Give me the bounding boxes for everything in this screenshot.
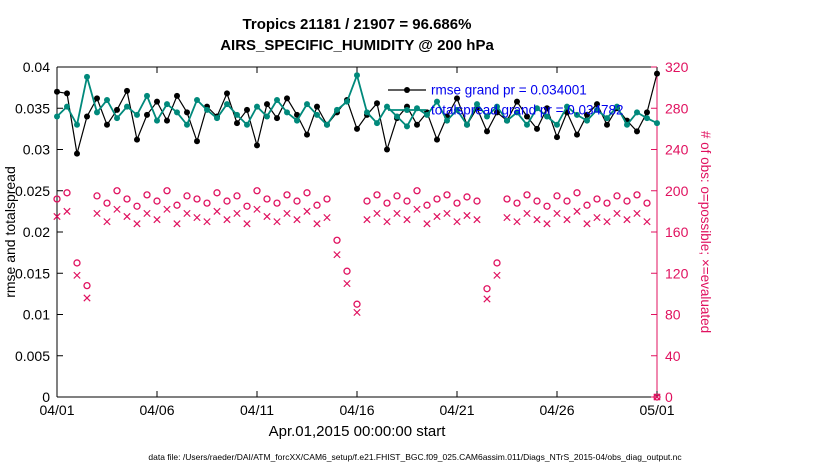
svg-text:04/11: 04/11 — [240, 402, 274, 418]
legend: rmse grand pr = 0.034001 totalspread gran… — [388, 83, 624, 118]
svg-text:80: 80 — [665, 307, 681, 323]
svg-text:240: 240 — [665, 142, 689, 158]
svg-text:04/06: 04/06 — [139, 402, 174, 418]
svg-text:280: 280 — [665, 100, 689, 116]
obs_evaluated-markers — [53, 205, 661, 401]
svg-text:rmse grand pr = 0.034001: rmse grand pr = 0.034001 — [431, 83, 587, 98]
svg-text:0.025: 0.025 — [15, 183, 50, 199]
svg-text:0.04: 0.04 — [23, 59, 50, 75]
svg-text:0.03: 0.03 — [23, 142, 50, 158]
svg-text:0.015: 0.015 — [15, 265, 50, 281]
y-right-axis-title: # of obs: o=possible; ×=evaluated — [698, 131, 713, 333]
svg-text:04/01: 04/01 — [39, 402, 74, 418]
svg-text:0.02: 0.02 — [23, 224, 50, 240]
svg-text:totalspread grand pr = 0.03478: totalspread grand pr = 0.034782 — [431, 103, 624, 118]
figure-title: Tropics 21181 / 21907 = 96.686% — [242, 16, 472, 33]
svg-text:05/01: 05/01 — [639, 402, 674, 418]
svg-text:320: 320 — [665, 59, 689, 75]
svg-text:0: 0 — [665, 389, 673, 405]
figure-subtitle: AIRS_SPECIFIC_HUMIDITY @ 200 hPa — [220, 37, 494, 54]
y-left-axis-title: rmse and totalspread — [2, 166, 18, 298]
totalspread-series — [54, 72, 660, 130]
svg-text:04/21: 04/21 — [439, 402, 474, 418]
svg-text:40: 40 — [665, 348, 681, 364]
data-file-path: data file: /Users/raeder/DAI/ATM_forcXX/… — [148, 452, 682, 462]
svg-text:0: 0 — [42, 389, 50, 405]
svg-text:0.005: 0.005 — [15, 348, 50, 364]
x-axis: 04/01 04/06 04/11 04/16 04/21 04/26 05/01 — [39, 67, 675, 418]
svg-text:0.01: 0.01 — [23, 307, 50, 323]
svg-text:0.035: 0.035 — [15, 100, 50, 116]
y-axis-right: 0 40 80 120 160 200 240 280 320 — [651, 59, 689, 405]
svg-text:160: 160 — [665, 224, 689, 240]
svg-text:200: 200 — [665, 183, 689, 199]
svg-text:04/16: 04/16 — [339, 402, 374, 418]
svg-text:04/26: 04/26 — [539, 402, 574, 418]
svg-text:120: 120 — [665, 265, 689, 281]
y-axis-left: 0 0.005 0.01 0.015 0.02 0.025 0.03 0.035 0.04 — [15, 59, 63, 405]
x-axis-label: Apr.01,2015 00:00:00 start — [268, 423, 446, 440]
obs_possible-markers — [53, 187, 661, 401]
